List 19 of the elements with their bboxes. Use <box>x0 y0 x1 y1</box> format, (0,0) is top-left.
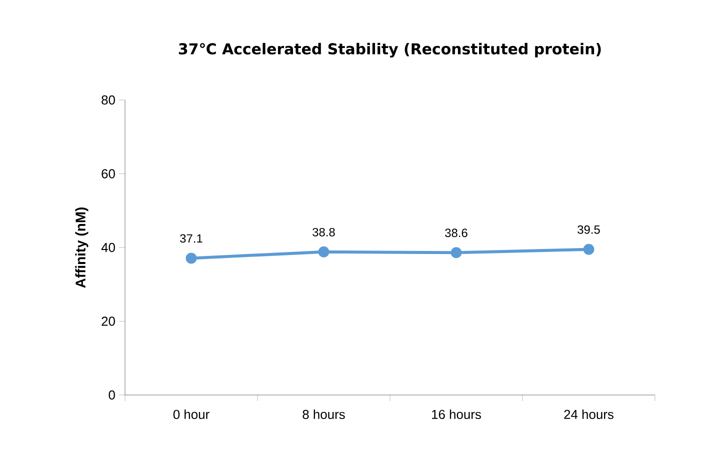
point <box>450 247 462 258</box>
y-tick-label: 60 <box>102 169 115 178</box>
x-tick-label: 16 hours <box>432 410 481 420</box>
point <box>318 246 330 258</box>
data-label: 38.8 <box>312 228 335 236</box>
point <box>186 252 197 264</box>
y-tick-label: 0 <box>108 390 115 400</box>
point <box>583 244 594 255</box>
data-label: 37.1 <box>180 234 202 243</box>
y-tick-label: 20 <box>102 316 115 326</box>
x-tick-label: 24 hours <box>564 410 614 420</box>
x-tick-label: 8 hours <box>302 410 345 420</box>
data-label: 38.6 <box>445 228 468 238</box>
x-tick-label: 0 hour <box>173 410 210 420</box>
data-label: 39.5 <box>578 225 600 234</box>
chart-title: 37℃ Accelerated Stability (Reconstituted protein) <box>178 42 601 58</box>
y-tick-label: 80 <box>102 95 115 105</box>
y-axis-title: Affinity (nM) <box>75 208 88 288</box>
y-tick-label: 40 <box>101 242 115 252</box>
